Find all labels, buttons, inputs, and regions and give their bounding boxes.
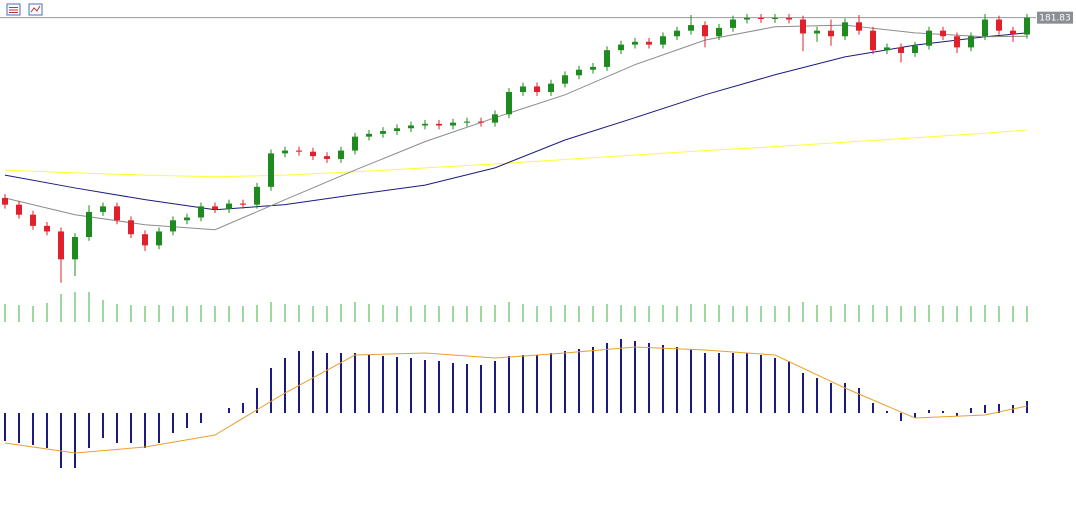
candle-body [604,50,610,67]
candle-body [380,131,386,134]
line-series [4,32,1028,211]
candle-body [226,203,232,210]
candle-body [72,237,78,260]
candle-body [436,123,442,126]
candle-body [814,30,820,34]
line-series [4,129,1028,178]
candle-body [464,121,470,123]
price-label: 181.83 [1039,14,1071,24]
candle-body [282,150,288,154]
price-label-box [1037,11,1073,24]
candle-body [114,206,120,221]
candle-body [198,206,204,218]
candle-body [352,136,358,151]
candle-body [492,114,498,123]
candle-body [2,197,8,205]
candle-body [506,92,512,115]
candle-body [898,47,904,53]
candle-body [310,151,316,157]
candle-body [716,27,722,37]
candle-body [982,19,988,37]
candle-body [184,217,190,221]
candle-body [450,122,456,126]
candle-body [1010,30,1016,35]
candle-body [30,214,36,226]
candle-body [954,36,960,48]
candle-body [996,19,1002,31]
candle-body [548,83,554,93]
candle-body [170,220,176,232]
candle-body [16,204,22,215]
candle-body [268,153,274,187]
candle-body [128,220,134,235]
candle-body [870,30,876,51]
candle-body [534,86,540,93]
candle-body [296,150,302,152]
icon-line [30,5,41,13]
candle-body [562,75,568,84]
line-series [4,24,1028,231]
candle-body [786,17,792,20]
candle-body [212,206,218,210]
candle-body [422,123,428,126]
candle-body [856,22,862,31]
candle-body [744,17,750,20]
candle-body [338,150,344,159]
candle-body [408,125,414,129]
candle-body [142,234,148,246]
candle-body [394,128,400,132]
candle-body [520,86,526,93]
candle-body [912,45,918,53]
candle-body [940,30,946,37]
candle-body [772,17,778,19]
candle-body [156,231,162,246]
candle-body [240,203,246,205]
candle-body [884,47,890,51]
candle-body [674,30,680,37]
candle-body [800,19,806,34]
candle-body [254,186,260,205]
candle-body [478,121,484,123]
candle-body [688,25,694,31]
candle-body [646,41,652,45]
candle-body [968,36,974,48]
candle-body [58,231,64,260]
candle-body [842,22,848,37]
candle-body [926,30,932,46]
candle-body [632,41,638,45]
candle-body [100,206,106,212]
candle-body [730,19,736,28]
candle-body [1024,17,1030,35]
candle-body [576,69,582,76]
candle-body [758,17,764,19]
line-series [4,346,1028,454]
candle-body [324,156,330,159]
candle-body [660,36,666,45]
candle-body [366,133,372,137]
candle-body [590,66,596,70]
candle-body [44,225,50,232]
candle-body [86,211,92,238]
candle-body [828,30,834,37]
candle-body [618,44,624,51]
candle-body [702,25,708,37]
toolbar [6,3,43,16]
